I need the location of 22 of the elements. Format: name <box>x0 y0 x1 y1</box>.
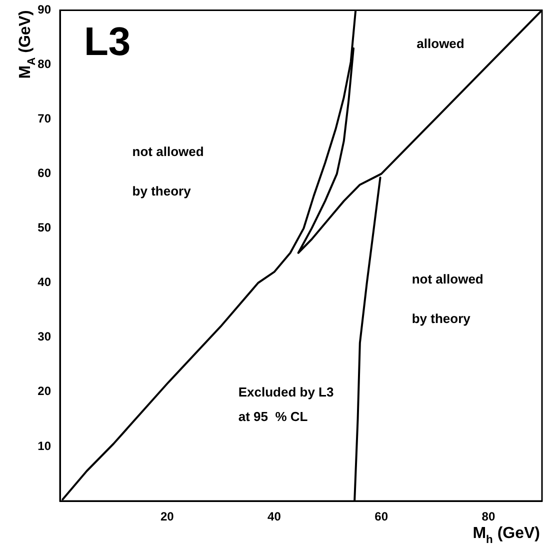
annotation: at 95 % CL <box>238 409 308 424</box>
annotation: allowed <box>416 36 464 52</box>
y-tick-label: 20 <box>38 384 52 398</box>
y-tick-label: 70 <box>38 112 52 126</box>
y-tick-label: 90 <box>38 2 52 17</box>
annotation: by theory <box>412 310 472 326</box>
x-tick-label: 20 <box>160 510 174 524</box>
y-axis-title: MA (GeV) <box>17 10 38 79</box>
x-tick-label: 80 <box>482 510 496 524</box>
x-tick-label: 60 <box>374 510 388 524</box>
annotation: by theory <box>132 183 192 198</box>
y-tick-label: 60 <box>38 166 52 180</box>
chart-title: L3 <box>84 20 131 64</box>
y-tick-label: 40 <box>38 275 52 290</box>
annotation: not allowed <box>412 272 484 287</box>
x-tick-label: 40 <box>268 510 282 524</box>
annotation: not allowed <box>132 144 204 160</box>
y-tick-label: 80 <box>38 57 52 72</box>
y-tick-label: 50 <box>38 220 52 235</box>
y-tick-label: 30 <box>38 330 52 344</box>
y-tick-label: 10 <box>38 438 52 453</box>
annotation: Excluded by L3 <box>238 384 334 400</box>
